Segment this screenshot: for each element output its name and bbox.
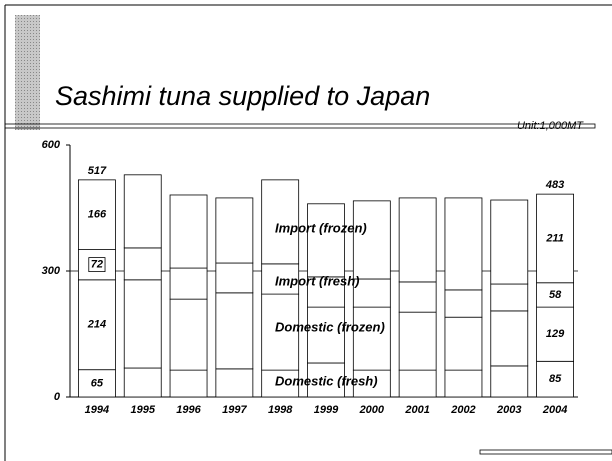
series-label: Domestic (frozen) [275,319,385,334]
bar-segment [307,203,345,278]
bar-segment [398,311,437,371]
decor-block [15,15,40,130]
unit-label: Unit:1,000MT [517,120,584,132]
title-rule [4,123,596,129]
x-tick-label: 1999 [314,404,339,416]
bar-segment [78,279,116,371]
bar-segment [398,197,437,283]
total-label: 483 [545,179,564,191]
x-tick-label: 2002 [450,404,475,416]
y-tick-label: 300 [42,265,61,277]
y-tick-label: 0 [54,391,61,403]
bar-segment [536,193,574,284]
bar-segment [536,360,574,398]
data-label: 129 [546,328,565,340]
bar-segment [536,282,574,308]
bar-segment [490,283,529,312]
x-tick-label: 1998 [268,404,293,416]
bar-segment [169,267,208,300]
bar-segment [123,174,162,249]
data-label: 85 [549,373,562,385]
data-label: 65 [91,377,104,389]
data-label: 214 [87,319,106,331]
bar-segment [307,306,345,364]
chart-title: Sashimi tuna supplied to Japan [55,81,430,111]
bar-segment [261,293,300,371]
x-tick-label: 1997 [222,404,247,416]
x-tick-label: 1994 [85,404,109,416]
bar-segment [352,369,391,398]
bar-segment [215,262,254,294]
bar-segment [444,289,483,318]
x-tick-label: 2004 [542,404,567,416]
bar-segment [307,362,345,398]
bar-segment [398,281,437,313]
bar-segment [78,249,116,281]
x-tick-label: 1995 [130,404,155,416]
bar-segment [398,369,437,398]
bar-segment [261,263,300,295]
data-label: 211 [545,232,564,244]
bar-segment [261,179,300,265]
x-tick-label: 1996 [176,404,201,416]
bar-segment [352,306,391,371]
series-label: Import (fresh) [275,273,360,288]
bar-segment [444,316,483,371]
bar-segment [215,292,254,370]
bar-segment [444,369,483,398]
bar-segment [215,368,254,398]
bar-segment [490,365,529,398]
bar-segment [444,197,483,291]
label-box [88,257,106,273]
total-label: 517 [88,165,107,177]
bar-segment [536,306,574,362]
y-tick-label: 600 [42,139,61,151]
bar-segment [169,369,208,398]
bar-segment [215,197,254,264]
series-label: Domestic (fresh) [275,373,378,388]
x-tick-label: 2000 [359,404,385,416]
bar-segment [490,199,529,285]
x-tick-label: 2003 [496,404,521,416]
data-label: 72 [91,259,103,271]
bar-segment [490,310,529,367]
bar-segment [352,278,391,308]
data-label: 58 [549,289,562,301]
bar-segment [123,367,162,398]
data-label: 166 [88,209,107,221]
bar-segment [78,369,116,398]
series-label: Import (frozen) [275,220,367,235]
bar-segment [123,279,162,369]
bar-segment [352,200,391,280]
bar-segment [78,179,116,250]
foot-rule [479,449,612,455]
bar-segment [123,247,162,281]
bar-segment [169,298,208,371]
x-tick-label: 2001 [404,404,429,416]
bar-segment [169,194,208,269]
